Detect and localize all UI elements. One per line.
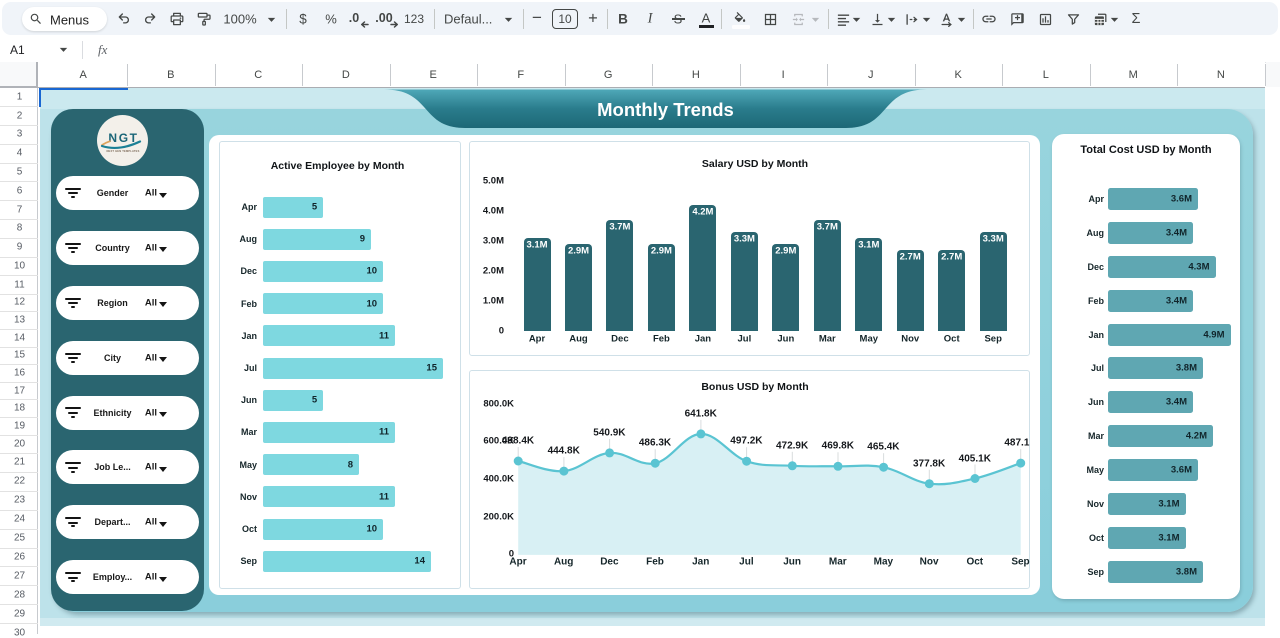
svg-text:NEXT GEN TEMPLATES: NEXT GEN TEMPLATES [106,148,139,152]
svg-text:NGT: NGT [108,131,138,145]
